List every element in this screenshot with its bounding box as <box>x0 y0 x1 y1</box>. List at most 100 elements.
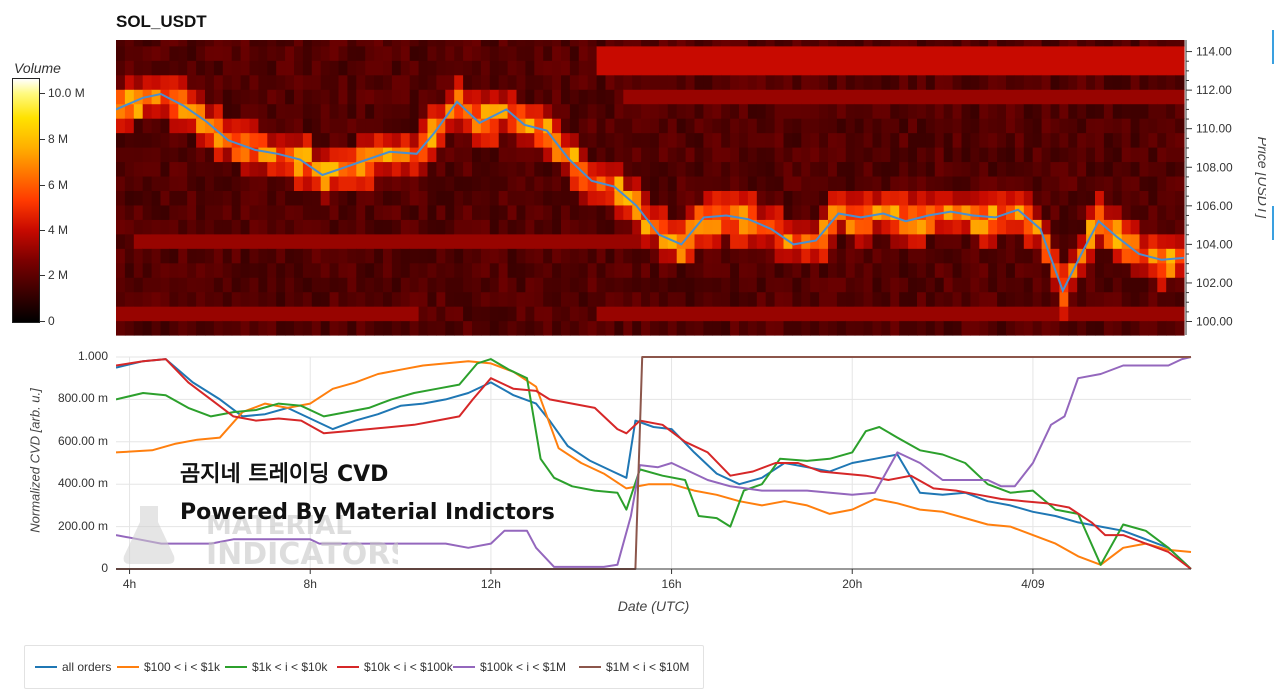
heatmap-cell <box>765 277 776 293</box>
heatmap-cell <box>213 219 224 235</box>
heatmap-cell <box>1014 118 1025 134</box>
heatmap-cell <box>400 74 411 90</box>
heatmap-cell <box>997 89 1007 105</box>
heatmap-cell <box>302 204 313 220</box>
heatmap-cell <box>614 190 624 206</box>
heatmap-cell <box>783 291 793 307</box>
overlay-line1: 곰지네 트레이딩 CVD <box>180 462 389 487</box>
heatmap-cell <box>427 248 437 264</box>
heatmap-cell <box>320 219 331 235</box>
heatmap-cell <box>828 132 838 148</box>
heatmap-cell <box>783 262 793 278</box>
heatmap-cell <box>1068 60 1078 76</box>
heatmap-cell <box>1175 132 1185 148</box>
heatmap-cell <box>374 190 384 206</box>
heatmap-cell <box>213 306 224 322</box>
heatmap-cell <box>970 204 980 220</box>
heatmap-cell <box>1041 132 1052 148</box>
heatmap-cell <box>1023 233 1034 249</box>
heatmap-cell <box>952 60 963 76</box>
heatmap-cell <box>934 89 945 105</box>
heatmap-cell <box>213 45 224 61</box>
heatmap-cell <box>925 291 936 307</box>
heatmap-cell <box>427 89 437 105</box>
scroll-indicator[interactable] <box>1272 206 1274 240</box>
heatmap-cell <box>650 132 660 148</box>
heatmap-cell <box>1175 161 1185 177</box>
heatmap-cell <box>1086 161 1096 177</box>
heatmap-cell <box>578 132 589 148</box>
heatmap-cell <box>507 306 518 322</box>
heatmap-cell <box>329 219 340 235</box>
heatmap-cell <box>258 147 268 163</box>
heatmap-cell <box>801 248 811 264</box>
heatmap-cell <box>1166 204 1176 220</box>
orderbook-heatmap[interactable]: 114.00112.00110.00108.00106.00104.00102.… <box>116 40 1266 345</box>
heatmap-cell <box>124 147 135 163</box>
legend-item[interactable]: $100k < i < $1M <box>453 660 566 674</box>
heatmap-cell <box>845 118 856 134</box>
heatmap-cell <box>783 74 793 90</box>
legend-item[interactable]: $100 < i < $1k <box>117 660 220 674</box>
heatmap-cell <box>329 103 340 119</box>
heatmap-cell <box>1157 320 1167 336</box>
heatmap-cell <box>952 89 963 105</box>
heatmap-cell <box>1059 103 1069 119</box>
heatmap-cell <box>917 89 927 105</box>
heatmap-cell <box>187 175 197 191</box>
heatmap-cell <box>863 306 874 322</box>
heatmap-cell <box>124 248 135 264</box>
heatmap-cell <box>124 190 135 206</box>
legend-item[interactable]: $10k < i < $100k <box>337 660 453 674</box>
heatmap-cell <box>1059 89 1069 105</box>
heatmap-cell <box>365 132 375 148</box>
heatmap-cell <box>845 74 856 90</box>
heatmap-cell <box>925 45 936 61</box>
heatmap-cell <box>943 103 954 119</box>
heatmap-cell <box>747 118 758 134</box>
heatmap-cell <box>658 233 669 249</box>
heatmap-cell <box>819 175 829 191</box>
heatmap-cell <box>970 118 980 134</box>
heatmap-cell <box>917 103 927 119</box>
heatmap-cell <box>569 204 580 220</box>
heatmap-cell <box>552 277 562 293</box>
heatmap-cell <box>632 277 642 293</box>
heatmap-cell <box>747 60 758 76</box>
heatmap-cell <box>365 89 375 105</box>
heatmap-cell <box>774 320 785 336</box>
heatmap-cell <box>703 161 713 177</box>
heatmap-cell <box>1112 103 1123 119</box>
heatmap-cell <box>658 40 669 47</box>
heatmap-cell <box>578 103 589 119</box>
heatmap-cell <box>1148 147 1158 163</box>
legend-item[interactable]: $1M < i < $10M <box>579 660 689 674</box>
heatmap-cell <box>747 233 758 249</box>
heatmap-cell <box>578 161 589 177</box>
heatmap-cell <box>347 40 357 47</box>
heatmap-cell <box>908 219 918 235</box>
heatmap-cell <box>792 219 802 235</box>
heatmap-cell <box>739 219 749 235</box>
heatmap-cell <box>329 262 340 278</box>
heatmap-cell <box>1157 89 1167 105</box>
heatmap-cell <box>925 233 936 249</box>
heatmap-cell <box>1086 233 1096 249</box>
cvd-chart[interactable] <box>116 356 1280 626</box>
heatmap-cell <box>205 320 215 336</box>
scroll-indicator[interactable] <box>1272 30 1274 64</box>
heatmap-cell <box>205 262 215 278</box>
heatmap-cell <box>1121 190 1132 206</box>
heatmap-cell <box>854 204 865 220</box>
heatmap-cell <box>240 60 251 76</box>
legend-item[interactable]: $1k < i < $10k <box>225 660 327 674</box>
heatmap-cell <box>1157 262 1167 278</box>
heatmap-cell <box>747 306 758 322</box>
heatmap-cell <box>285 248 295 264</box>
heatmap-cell <box>765 204 776 220</box>
heatmap-cell <box>925 74 936 90</box>
legend-item[interactable]: all orders <box>35 660 111 674</box>
heatmap-cell <box>258 74 268 90</box>
heatmap-cell <box>409 190 420 206</box>
heatmap-cell <box>258 118 268 134</box>
